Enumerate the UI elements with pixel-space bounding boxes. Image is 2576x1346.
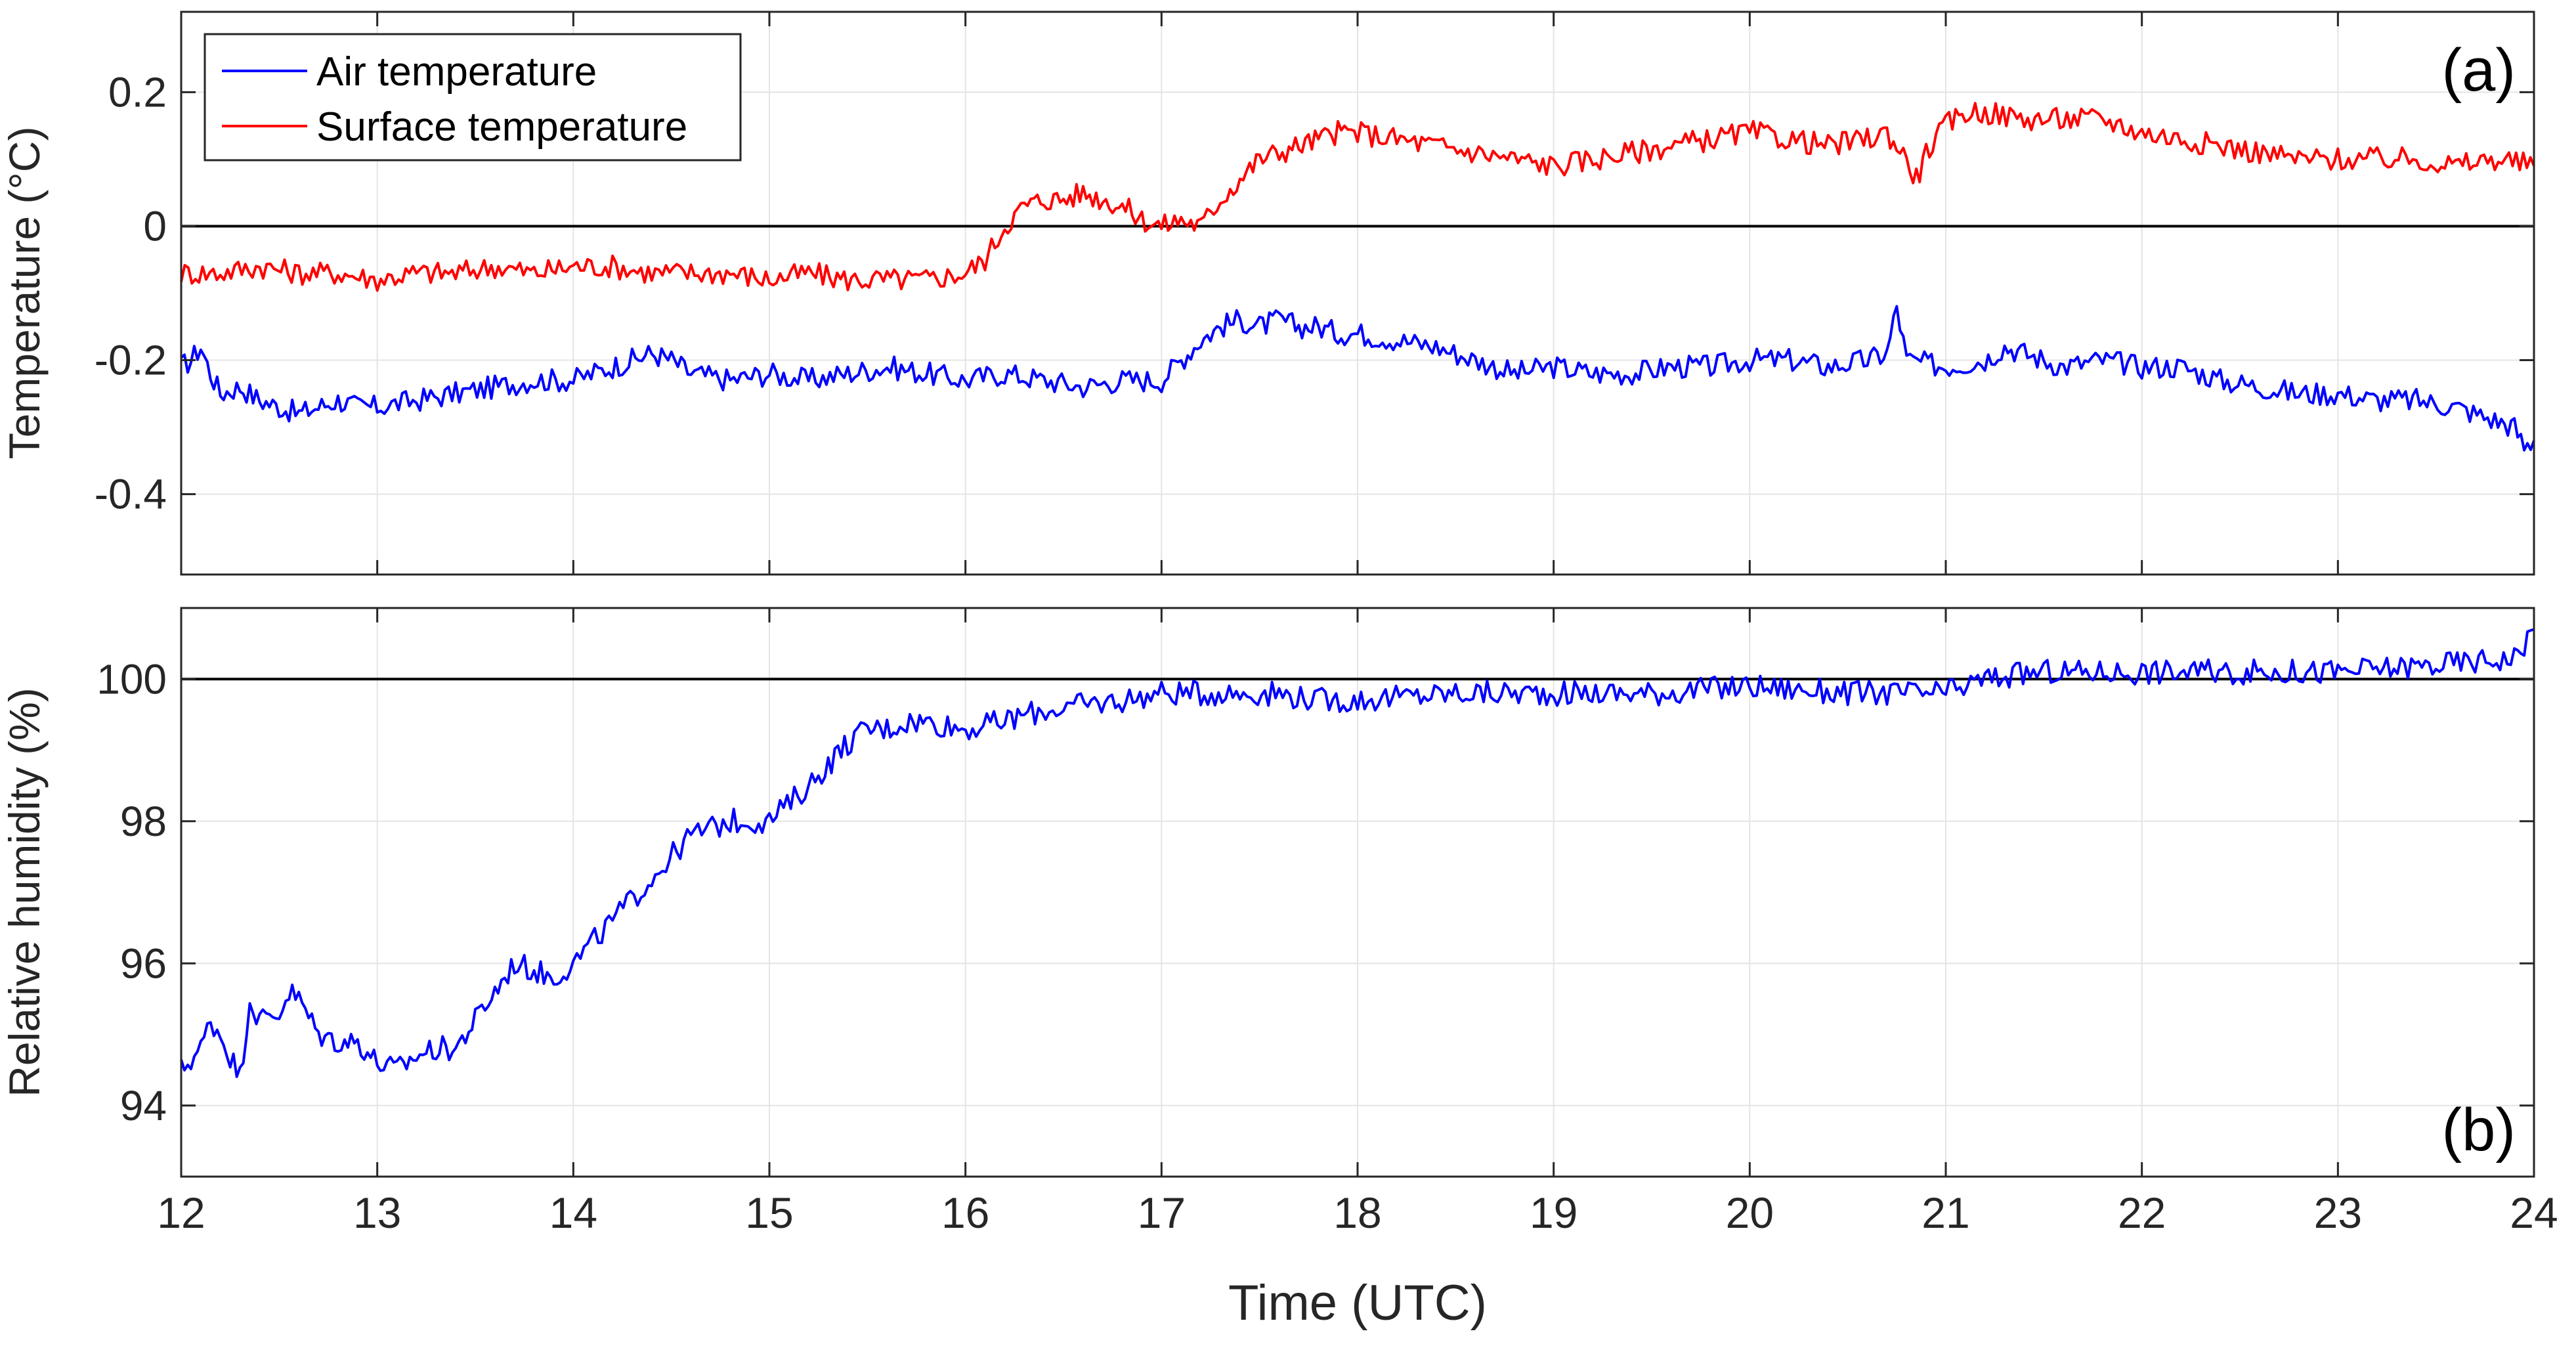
x-tick-label: 22 [2118,1188,2166,1237]
x-tick-label: 20 [1726,1188,1774,1237]
panel-a-y-axis-label: Temperature (°C) [0,127,49,460]
x-tick-label: 13 [353,1188,401,1237]
panel-b-y-tick-label: 98 [120,798,167,845]
x-tick-label: 15 [745,1188,793,1237]
legend-air-temperature-label: Air temperature [316,49,597,95]
series-line-air-temperature [180,305,2535,452]
panel-a-y-ticks: -0.4 -0.2 0 0.2 [95,68,2534,518]
panel-b-y-ticks: 94 96 98 100 [97,655,2534,1129]
panel-b-x-ticks: 12 13 14 15 16 17 18 19 20 21 22 23 24 [157,608,2558,1237]
x-tick-label: 23 [2314,1188,2362,1237]
x-tick-label: 18 [1333,1188,1381,1237]
x-axis-label: Time (UTC) [1228,1275,1487,1331]
x-tick-label: 24 [2510,1188,2558,1237]
panel-b-y-tick-label: 100 [97,655,167,703]
legend-box [204,33,742,162]
legend: Air temperature Surface temperature [204,33,742,162]
panel-b-label: (b) [2442,1096,2516,1163]
x-tick-label: 21 [1921,1188,1969,1237]
legend-surface-temperature-label: Surface temperature [316,104,687,150]
panel-a-x-ticks [180,12,2535,575]
panel-a-y-tick-label: -0.4 [95,471,167,518]
panel-a-label: (a) [2442,37,2516,104]
panel-b-y-tick-label: 96 [120,940,167,987]
panel-a-y-tick-label: 0.2 [108,68,167,116]
series-line-relative-humidity [180,628,2535,1078]
panel-b-relative-humidity: 94 96 98 100 12 13 14 15 16 17 18 19 20 21 22 23 24 Rel… [0,607,2558,1237]
panel-a-temperature: -0.4 -0.2 0 0.2 Temperature (°C) (a) Air te… [0,11,2535,576]
panel-a-series [180,102,2535,452]
x-tick-label: 12 [157,1188,205,1237]
series-line-surface-temperature [180,102,2535,292]
x-tick-label: 19 [1530,1188,1578,1237]
panel-a-y-tick-label: -0.2 [95,337,167,384]
x-tick-label: 17 [1138,1188,1186,1237]
panel-b-y-tick-label: 94 [120,1082,167,1129]
panel-b-series [180,628,2535,1078]
x-tick-label: 16 [941,1188,989,1237]
panel-b-y-axis-label: Relative humidity (%) [0,687,49,1097]
x-tick-label: 14 [549,1188,597,1237]
panel-a-y-tick-label: 0 [143,202,167,250]
